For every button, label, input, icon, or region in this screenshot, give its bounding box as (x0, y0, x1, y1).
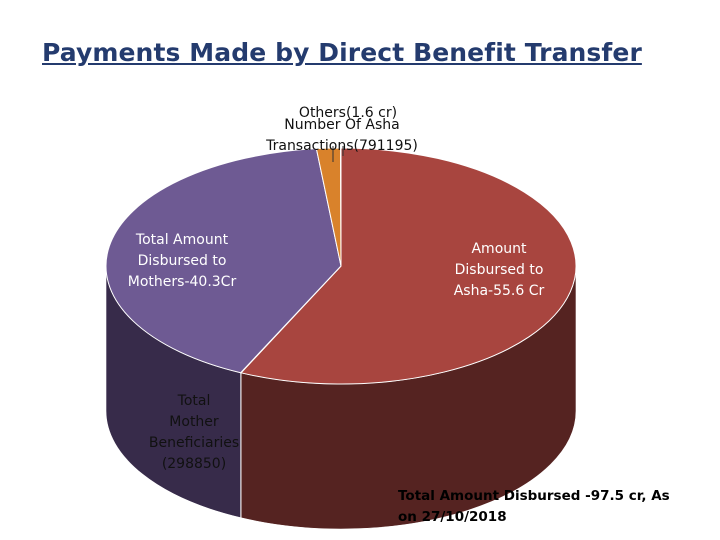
page-title: Payments Made by Direct Benefit Transfer (42, 38, 642, 67)
label-asha-amount: Amount Disbursed to Asha-55.6 Cr (453, 241, 545, 299)
slice-amount-disbursed-to-asha-55-6-cr (240, 147, 577, 385)
label-others: Others(1.6 cr) (298, 105, 398, 121)
label-mother-beneficiaries: Total Mother Beneficiaries (298850) (148, 393, 240, 472)
label-mothers-amount: Total Amount Disbursed to Mothers-40.3Cr (127, 232, 237, 290)
slice-total-amount-disbursed-to-mothers-40-3cr (105, 148, 342, 374)
label-asha-transactions: Number Of Asha Transactions(791195) (266, 117, 418, 154)
total-footnote: Total Amount Disbursed -97.5 cr, As on 2… (398, 488, 670, 525)
